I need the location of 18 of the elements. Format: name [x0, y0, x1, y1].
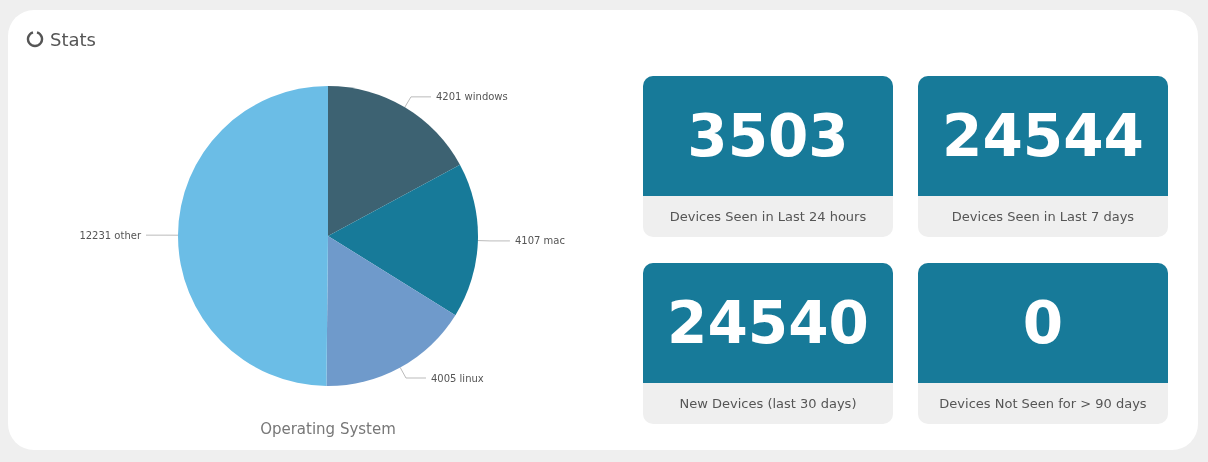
category-label: New Devices (last 30 days) [678, 395, 858, 413]
category-label: Devices Not Seen for > 90 days [938, 395, 1148, 413]
slice-label: other [114, 229, 142, 241]
data-label: 0 [918, 263, 1168, 383]
data-label: 4107 [514, 235, 541, 247]
data-label: 24540 [643, 263, 893, 383]
data-label: 3503 [643, 76, 893, 196]
chart-title: Stats [50, 28, 96, 50]
data-label: 24544 [918, 76, 1168, 196]
slice-label: linux [459, 372, 484, 384]
data-label: 12231 [79, 229, 112, 241]
category-label: Devices Seen in Last 24 hours [668, 208, 868, 226]
data-label: 4005 [430, 372, 457, 384]
data-label: 4201 [435, 91, 462, 103]
text: Operating System [259, 420, 397, 438]
slice-label: windows [464, 91, 508, 103]
slice-label: mac [543, 235, 565, 247]
category-label: Devices Seen in Last 7 days [950, 208, 1136, 226]
